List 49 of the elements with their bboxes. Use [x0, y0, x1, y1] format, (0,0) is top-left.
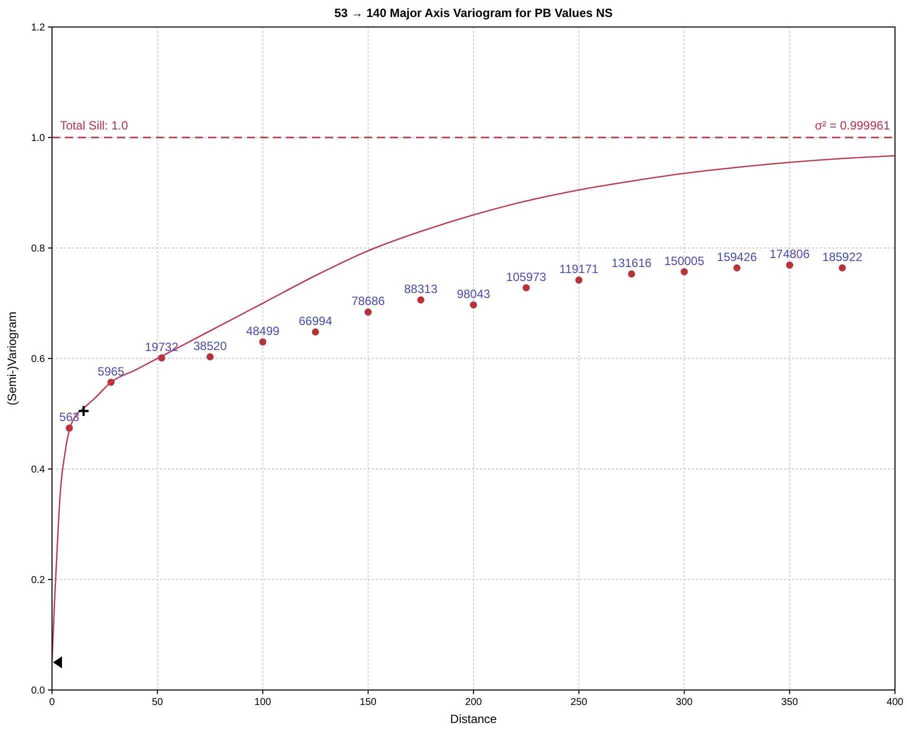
ref-line-label: Total Sill: 1.0: [60, 118, 128, 132]
point: [786, 262, 794, 269]
y-tick-label: 0.6: [31, 354, 46, 365]
annotation: 66994: [298, 314, 332, 328]
y-axis-title: (Semi-)Variogram: [5, 312, 19, 406]
annotation: 5965: [98, 364, 125, 378]
point: [522, 284, 530, 292]
point: [575, 276, 582, 284]
annotation: σ² = 0.999961: [814, 118, 890, 132]
annotation: 48499: [246, 324, 280, 338]
annotation: 88313: [404, 282, 438, 296]
y-tick-label: 1.2: [31, 22, 46, 34]
x-tick-label: 50: [152, 697, 164, 708]
annotation: 19732: [144, 340, 179, 354]
x-tick-label: 350: [781, 697, 798, 708]
point: [733, 264, 741, 272]
x-tick-label: 150: [360, 697, 377, 708]
x-tick-label: 250: [570, 697, 588, 708]
x-tick-label: 0: [49, 697, 56, 708]
point: [628, 270, 636, 278]
point: [364, 308, 372, 316]
point: [680, 268, 688, 276]
annotation: 78686: [351, 294, 386, 308]
x-tick-label: 300: [676, 697, 694, 708]
y-tick-label: 0.8: [31, 244, 46, 254]
annotation: 119171: [559, 262, 599, 276]
x-tick-label: 200: [465, 697, 482, 708]
point: [259, 338, 266, 346]
point: [417, 296, 424, 304]
annotation: 150005: [664, 254, 705, 268]
annotation: 98043: [456, 286, 491, 301]
x-tick-label: 400: [886, 697, 904, 708]
point: [312, 328, 320, 336]
annotation: 159426: [716, 250, 758, 264]
x-axis-title: Distance: [450, 712, 498, 726]
x-tick-label: 100: [254, 697, 272, 708]
annotation: 174806: [770, 247, 810, 262]
annotation: 131616: [612, 256, 652, 270]
y-tick-label: 0.0: [31, 686, 46, 696]
point: [470, 301, 478, 308]
y-tick-label: 0.2: [31, 575, 46, 586]
annotation: 185922: [822, 250, 863, 264]
chart-title: 53 → 140 Major Axis Variogram for PB Values NS: [334, 6, 613, 20]
y-tick-label: 0.4: [31, 464, 46, 476]
annotation: 38520: [193, 338, 228, 353]
point: [206, 353, 214, 360]
annotation: 105973: [506, 270, 547, 284]
y-tick-label: 1.0: [31, 133, 46, 144]
point: [838, 264, 846, 272]
